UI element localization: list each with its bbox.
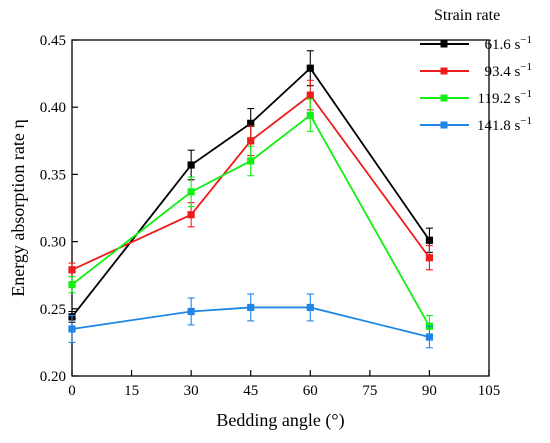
y-axis-title: Energy absorption rate η [8, 119, 28, 297]
x-tick-label: 0 [68, 383, 76, 399]
data-point [187, 161, 195, 169]
x-tick-label: 105 [478, 383, 501, 399]
data-point [187, 211, 195, 219]
y-tick-label: 0.30 [40, 235, 66, 251]
legend-title: Strain rate [434, 7, 500, 24]
data-point [68, 325, 76, 333]
data-point [247, 303, 255, 312]
plot-border [71, 39, 490, 377]
legend-marker [440, 40, 448, 48]
data-point [425, 254, 434, 262]
x-axis: 0 15 30 45 60 75 90 105 [68, 370, 500, 399]
data-point [187, 188, 195, 196]
data-point [187, 307, 195, 316]
series-line [71, 66, 431, 318]
data-point [247, 157, 255, 165]
legend-label: 119.2 s−1 [478, 88, 533, 107]
x-tick-label: 60 [303, 383, 318, 399]
y-tick-label: 0.20 [40, 369, 66, 385]
y-tick-label: 0.40 [40, 100, 66, 116]
data-point [247, 137, 255, 145]
x-tick-label: 75 [362, 383, 377, 399]
legend-marker [440, 121, 448, 129]
legend-item: 61.6 s−1 [420, 34, 532, 53]
x-axis-title: Bedding angle (°) [216, 410, 344, 431]
legend-marker [440, 67, 448, 75]
plot-frame [71, 39, 490, 377]
legend-label: 141.8 s−1 [477, 115, 532, 134]
x-tick-label: 45 [243, 383, 258, 399]
y-tick-label: 0.25 [40, 302, 66, 318]
legend-marker [440, 94, 448, 102]
data-point [68, 266, 76, 274]
y-tick-label: 0.45 [40, 33, 66, 49]
y-axis: 0.20 0.25 0.30 0.35 0.40 0.45 [40, 33, 78, 385]
legend-label: 93.4 s−1 [484, 61, 532, 80]
x-tick-label: 15 [124, 383, 139, 399]
data-point [306, 91, 314, 99]
legend-item: 141.8 s−1 [420, 115, 532, 134]
x-tick-label: 90 [422, 383, 437, 399]
series-141-8 [68, 293, 434, 349]
legend-item: 93.4 s−1 [420, 61, 532, 80]
legend-label: 61.6 s−1 [484, 34, 532, 53]
data-point [306, 64, 314, 72]
data-point [425, 333, 434, 341]
data-point [306, 303, 314, 312]
x-tick-label: 30 [184, 383, 199, 399]
series-layer [68, 50, 434, 349]
data-point [306, 111, 314, 119]
legend-item: 119.2 s−1 [420, 88, 532, 107]
data-point [425, 236, 434, 244]
data-point [247, 119, 255, 127]
legend: Strain rate 61.6 s−1 93.4 s−1 119.2 s−1 141.… [420, 7, 532, 134]
data-point [68, 281, 76, 289]
y-tick-label: 0.35 [40, 167, 66, 183]
